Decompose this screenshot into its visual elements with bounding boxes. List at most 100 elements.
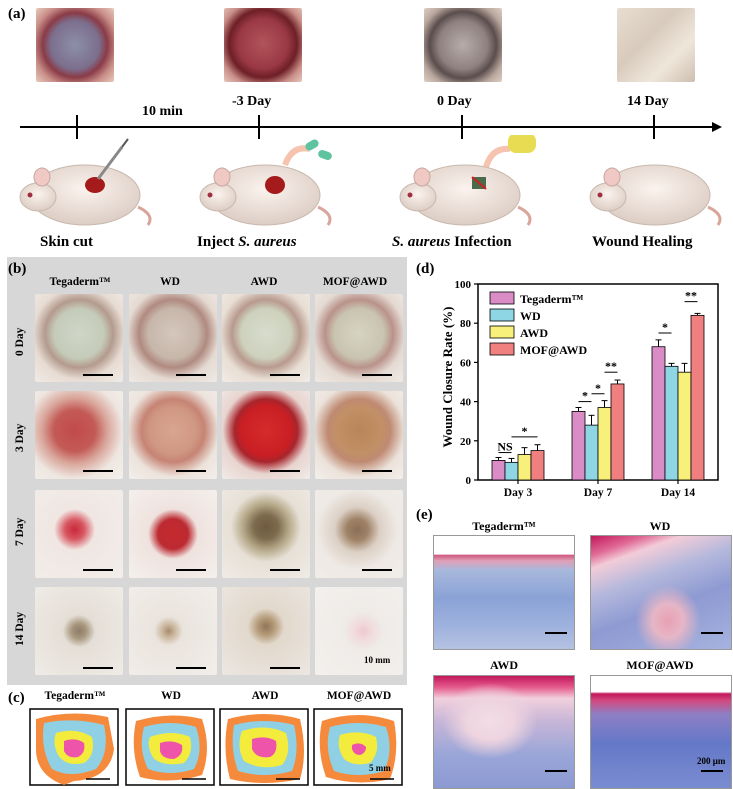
timeline-arrow xyxy=(20,115,722,139)
panel-d-label: (d) xyxy=(416,261,435,277)
trace-col-wd: WD xyxy=(161,690,181,702)
wound-photo-mofawd-14day xyxy=(315,587,403,675)
scale-label-200um: 200 μm xyxy=(697,756,726,766)
legend-swatch xyxy=(489,291,515,305)
legend-label: Tegaderm™ xyxy=(520,292,584,306)
scale-label-10mm: 10 mm xyxy=(364,655,391,665)
bar xyxy=(690,314,705,481)
bar xyxy=(584,424,599,481)
legend-label: AWD xyxy=(520,326,548,340)
x-tick-label: Day 3 xyxy=(504,487,533,499)
wound-photo-wd-3day xyxy=(129,391,217,479)
scale-bar xyxy=(270,470,300,472)
y-tick-label: 60 xyxy=(460,357,472,369)
bar xyxy=(597,407,612,481)
photo-minus3-day xyxy=(224,8,302,82)
histology-title-tegaderm: Tegaderm™ xyxy=(472,519,536,533)
trace-col-awd: AWD xyxy=(251,690,279,702)
trace-col-tegaderm: Tegaderm™ xyxy=(44,690,106,702)
grid-col-wd: WD xyxy=(160,276,180,288)
step-healing: Wound Healing xyxy=(592,234,693,250)
scale-bar xyxy=(176,374,206,376)
wound-photo-awd-7day xyxy=(222,490,310,578)
wound-photo-tegaderm-0day xyxy=(35,294,123,382)
wound-trace-diagrams xyxy=(29,708,403,786)
mouse-infection xyxy=(399,135,536,226)
step-infection: S. aureus Infection xyxy=(392,234,512,250)
grid-col-awd: AWD xyxy=(250,276,278,288)
step-skin-cut: Skin cut xyxy=(40,234,93,250)
scale-bar xyxy=(545,632,567,634)
time-label-minus3: -3 Day xyxy=(232,94,272,109)
scale-bar xyxy=(270,374,300,376)
y-tick-label: 0 xyxy=(466,475,472,487)
significance-label: ** xyxy=(605,359,617,373)
significance-label: ** xyxy=(685,289,697,303)
scale-bar xyxy=(83,470,113,472)
wound-photo-wd-14day xyxy=(129,587,217,675)
scale-bar xyxy=(176,470,206,472)
x-tick-label: Day 14 xyxy=(661,487,695,499)
legend-swatch xyxy=(489,308,515,322)
histology-title-wd: WD xyxy=(649,519,671,533)
significance-label: * xyxy=(595,381,601,395)
wound-photo-wd-7day xyxy=(129,490,217,578)
grid-col-mofawd: MOF@AWD xyxy=(322,276,388,288)
mouse-healed xyxy=(589,164,722,226)
bar xyxy=(677,371,692,481)
panel-c-label: (c) xyxy=(8,690,25,706)
wound-photo-tegaderm-3day xyxy=(35,391,123,479)
x-tick-label: Day 7 xyxy=(584,487,613,499)
histology-title-mofawd: MOF@AWD xyxy=(626,658,694,672)
wound-photo-wd-0day xyxy=(129,294,217,382)
panel-a-label: (a) xyxy=(8,6,26,22)
y-tick-label: 80 xyxy=(460,318,472,330)
grid-col-tegaderm: Tegaderm™ xyxy=(49,276,111,288)
bar xyxy=(530,450,545,481)
histology-image-wd xyxy=(590,535,732,650)
mice-illustrations xyxy=(19,135,722,226)
wound-photo-awd-14day xyxy=(222,587,310,675)
interval-label: 10 min xyxy=(142,104,183,119)
scale-bar xyxy=(83,374,113,376)
photo-skin-cut xyxy=(36,8,114,82)
histology-image-awd xyxy=(433,675,575,789)
y-tick-label: 100 xyxy=(455,279,472,291)
significance-label: * xyxy=(582,389,588,403)
bar xyxy=(610,383,625,481)
bar xyxy=(504,461,519,481)
grid-row-14day: 14 Day xyxy=(14,611,26,646)
scale-bar xyxy=(545,770,567,772)
significance-label: * xyxy=(662,320,668,334)
significance-label: * xyxy=(522,424,528,438)
chart-bars xyxy=(491,312,705,481)
photo-0-day xyxy=(424,8,502,82)
bar xyxy=(664,365,679,481)
bar xyxy=(651,346,666,481)
step-inject: Inject S. aureus xyxy=(197,234,297,250)
grid-row-7day: 7 Day xyxy=(14,517,26,546)
grid-row-3day: 3 Day xyxy=(14,423,26,452)
wound-closure-chart: Wound Closure Rate (%) 0 20 40 60 80 100 Day 3… xyxy=(440,279,719,499)
y-tick-label: 20 xyxy=(460,436,472,448)
legend-label: MOF@AWD xyxy=(520,343,587,357)
scale-label-5mm: 5 mm xyxy=(369,763,391,773)
grid-row-0day: 0 Day xyxy=(14,327,26,356)
wound-photo-tegaderm-7day xyxy=(35,490,123,578)
scale-bar xyxy=(176,569,206,571)
legend-swatch xyxy=(489,342,515,356)
mouse-inject xyxy=(199,139,332,226)
scale-bar xyxy=(176,667,206,669)
chart-legend: Tegaderm™ WD AWD MOF@AWD xyxy=(489,291,587,357)
trace-wd xyxy=(125,708,215,786)
trace-tegaderm xyxy=(29,708,119,786)
chart-significance: NS******** xyxy=(497,289,698,454)
wound-photo-mofawd-7day xyxy=(315,490,403,578)
scale-bar xyxy=(270,569,300,571)
wound-photo-tegaderm-14day xyxy=(35,587,123,675)
bar xyxy=(517,454,532,481)
scale-bar xyxy=(701,770,723,772)
scale-bar xyxy=(83,667,113,669)
mouse-skin-cut xyxy=(19,138,152,226)
wound-photo-awd-3day xyxy=(222,391,310,479)
